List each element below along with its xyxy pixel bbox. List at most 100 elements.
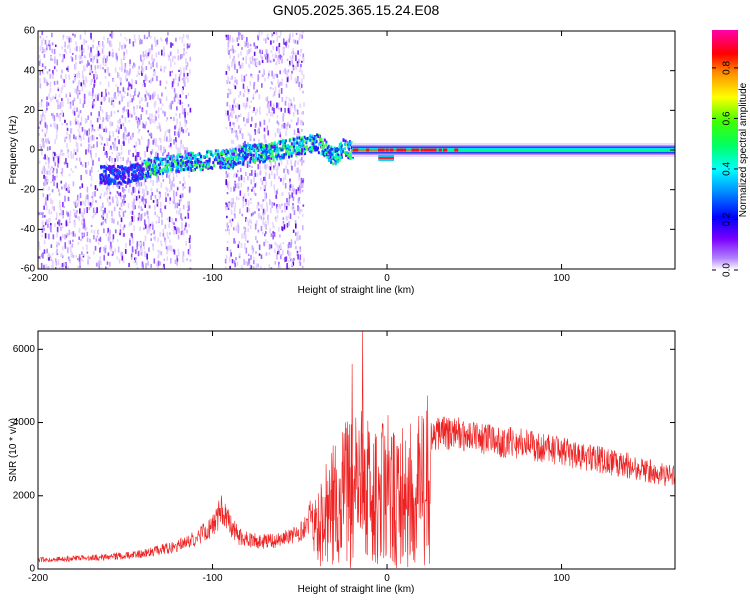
noise-cell [181,77,184,81]
noise-cell [159,137,162,143]
noise-cell [279,54,281,60]
noise-cell [264,233,266,237]
noise-cell [47,223,49,228]
trace-cell [139,176,142,180]
noise-cell [246,97,249,102]
noise-cell [157,145,160,151]
trace-cell [316,148,319,152]
noise-cell [112,99,115,102]
noise-cell [158,178,161,183]
noise-cell [56,59,59,66]
noise-cell [112,142,114,145]
noise-cell [287,69,290,73]
noise-cell [186,201,189,207]
noise-cell [125,38,128,42]
noise-cell [122,122,124,127]
noise-cell [141,73,143,76]
noise-cell [149,47,152,53]
noise-cell [125,243,127,248]
trace-cell [285,152,288,156]
noise-cell [143,79,145,86]
noise-cell [109,156,111,162]
noise-cell [107,267,109,269]
noise-cell [46,96,48,101]
noise-cell [253,58,256,62]
noise-cell [228,228,231,235]
noise-cell [235,173,238,178]
noise-cell [104,266,107,269]
noise-cell [85,169,87,174]
trace-cell [283,146,286,150]
noise-cell [227,88,230,91]
colorbar-label: Normalized spectral amplitude [738,82,749,217]
trace-cell [184,167,187,171]
noise-cell [96,74,98,78]
noise-cell [113,94,116,99]
noise-cell [250,201,252,204]
noise-cell [93,83,95,88]
noise-cell [290,142,292,145]
noise-cell [160,242,163,247]
noise-cell [260,254,263,259]
noise-cell [259,106,261,113]
noise-cell [108,85,110,88]
noise-cell [179,94,182,98]
noise-cell [257,34,259,39]
noise-cell [272,234,274,240]
noise-cell [82,200,85,205]
noise-cell [187,249,190,255]
noise-cell [249,197,252,201]
noise-cell [90,37,93,40]
noise-cell [51,252,54,256]
trace-cell [149,158,152,162]
noise-cell [256,89,258,93]
noise-cell [67,196,70,202]
trace-cell [136,177,139,181]
noise-cell [55,99,58,103]
trace-cell [125,168,128,172]
trace-cell [133,170,136,174]
noise-cell [228,89,231,96]
noise-cell [183,66,185,73]
noise-cell [125,49,128,54]
noise-cell [54,156,56,159]
noise-cell [73,134,75,140]
noise-cell [40,149,43,156]
noise-cell [87,60,89,66]
noise-cell [156,39,159,45]
noise-cell [93,98,95,102]
noise-cell [287,170,290,175]
noise-cell [64,242,67,248]
noise-cell [288,60,291,66]
noise-cell [86,194,89,200]
noise-cell [166,231,169,237]
dip-core [378,156,395,159]
trace-cell [194,160,197,164]
noise-cell [137,70,140,75]
noise-cell [73,208,75,212]
noise-cell [301,160,303,166]
noise-cell [168,104,171,110]
trace-cell [290,154,293,158]
noise-cell [53,176,56,181]
noise-cell [127,132,130,137]
noise-cell [171,70,173,73]
noise-cell [228,203,230,209]
trace-cell [276,157,279,161]
noise-cell [62,201,64,208]
trace-cell [340,144,343,148]
noise-cell [116,196,118,202]
noise-cell [246,240,249,243]
noise-cell [175,37,177,42]
stable-peak-cell [455,148,459,152]
noise-cell [94,212,97,215]
trace-cell [285,147,288,151]
noise-cell [238,94,240,98]
trace-cell [223,160,226,164]
noise-cell [250,73,252,77]
trace-cell [219,165,222,169]
noise-cell [240,51,242,56]
noise-cell [159,231,161,237]
noise-cell [236,145,238,150]
noise-cell [173,139,175,145]
